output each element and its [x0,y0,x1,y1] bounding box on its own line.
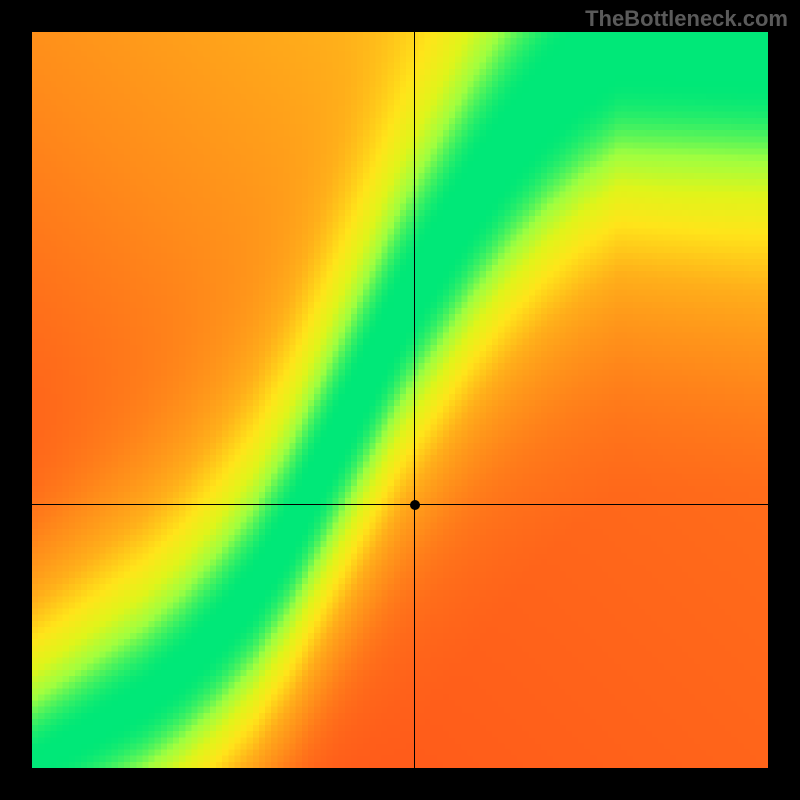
watermark-text: TheBottleneck.com [585,6,788,32]
crosshair-horizontal [32,504,768,505]
heatmap-canvas [32,32,768,768]
chart-container: TheBottleneck.com [0,0,800,800]
plot-area [32,32,768,768]
crosshair-vertical [414,32,415,768]
crosshair-marker [410,500,420,510]
